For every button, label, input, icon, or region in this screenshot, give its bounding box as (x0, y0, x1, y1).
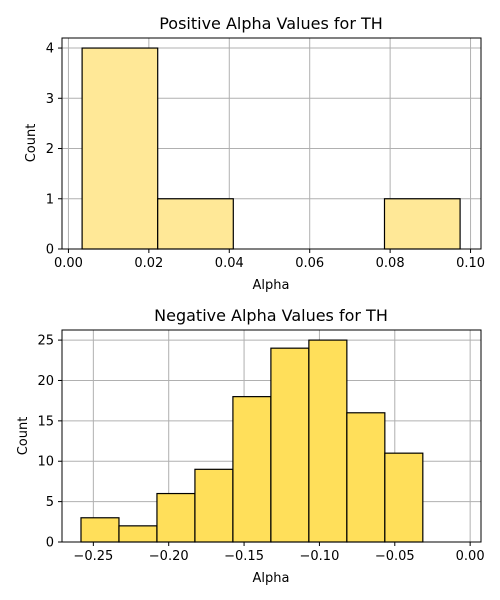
histogram-bar (157, 198, 234, 250)
y-tick-label: 2 (46, 142, 54, 157)
histogram-bar (118, 525, 158, 543)
y-tick-label: 10 (37, 455, 54, 470)
x-tick-label: −0.05 (375, 549, 415, 564)
x-tick-label: 0.08 (376, 256, 405, 271)
y-axis-label: Count (24, 124, 39, 163)
histogram-bar (156, 492, 196, 543)
axes: 0.00 0.02 0.04 0.06 0.08 0.10 0 1 2 3 4 (46, 37, 485, 271)
plot-frame (61, 37, 482, 250)
bars (80, 339, 424, 543)
chart-title: Negative Alpha Values for TH (154, 306, 388, 325)
histogram-bar (346, 412, 386, 543)
x-tick-label: 0.00 (54, 256, 83, 271)
y-tick-label: 1 (46, 192, 54, 207)
y-tick-label: 15 (37, 414, 54, 429)
y-tick-label: 5 (46, 495, 54, 510)
histogram-bar (80, 517, 120, 543)
y-axis-label: Count (16, 417, 31, 456)
histogram-bar (270, 347, 310, 543)
x-tick-label: 0.04 (215, 256, 244, 271)
histogram-bar (232, 396, 272, 543)
y-tick-label: 4 (46, 42, 54, 57)
histogram-bar (384, 452, 424, 543)
bars (81, 47, 461, 250)
y-tick-label: 0 (46, 536, 54, 551)
chart-title: Positive Alpha Values for TH (159, 14, 383, 33)
plot-frame (61, 329, 482, 543)
x-tick-label: −0.15 (224, 549, 264, 564)
y-tick-label: 25 (37, 334, 54, 349)
x-axis-label: Alpha (253, 571, 290, 586)
x-tick-label: −0.10 (300, 549, 340, 564)
x-tick-label: −0.25 (73, 549, 113, 564)
positive-alpha-histogram: Positive Alpha Values for TH Alpha Count… (24, 14, 485, 293)
y-tick-label: 20 (37, 374, 54, 389)
histogram-bar (308, 339, 348, 543)
x-tick-label: −0.20 (149, 549, 189, 564)
histogram-bar (81, 47, 159, 250)
x-tick-label: 0.00 (456, 549, 485, 564)
histogram-bar (194, 468, 234, 543)
negative-alpha-histogram: Negative Alpha Values for TH Alpha Count… (16, 306, 485, 586)
x-axis-label: Alpha (253, 278, 290, 293)
axes: −0.25 −0.20 −0.15 −0.10 −0.05 0.00 0 5 10 15 20 25 (37, 329, 485, 564)
x-tick-label: 0.06 (295, 256, 324, 271)
y-tick-label: 0 (46, 243, 54, 258)
x-tick-label: 0.02 (134, 256, 163, 271)
histogram-bar (383, 198, 461, 250)
y-tick-label: 3 (46, 92, 54, 107)
x-tick-label: 0.10 (456, 256, 485, 271)
